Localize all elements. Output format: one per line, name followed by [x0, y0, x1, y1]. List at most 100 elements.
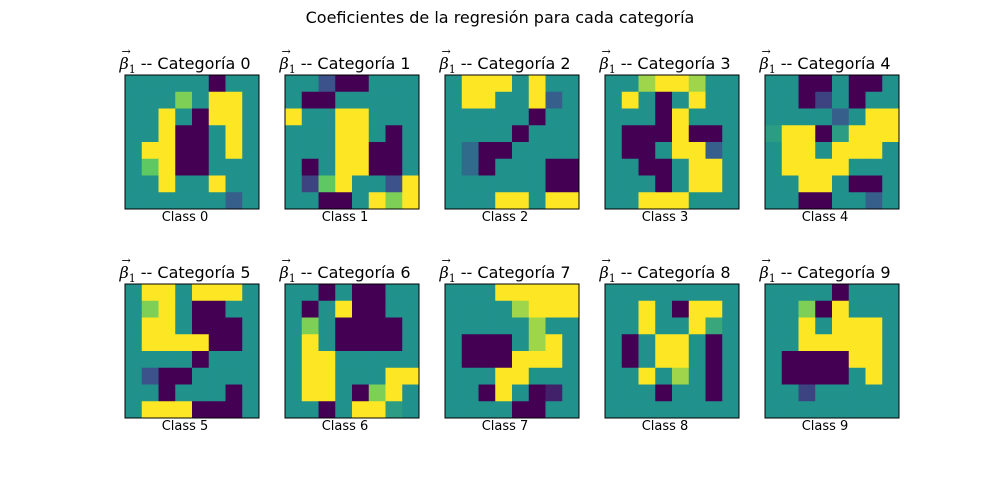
- heatmap-cell: [798, 367, 816, 385]
- heatmap-cell: [638, 351, 656, 369]
- heatmap-cell: [655, 142, 673, 160]
- heatmap-cell: [848, 125, 866, 143]
- heatmap-cell: [705, 401, 723, 419]
- heatmap-cell: [478, 75, 496, 93]
- heatmap-cell: [225, 300, 243, 318]
- heatmap-cell: [318, 384, 336, 402]
- heatmap-cell: [848, 367, 866, 385]
- heatmap-cell: [528, 91, 546, 109]
- heatmap-cell: [478, 300, 496, 318]
- heatmap-cell: [832, 317, 850, 335]
- heatmap-cell: [368, 158, 386, 176]
- heatmap-cell: [688, 334, 706, 352]
- heatmap-cell: [832, 367, 850, 385]
- heatmap-cell: [225, 351, 243, 369]
- vector-arrow-icon: →: [441, 45, 451, 58]
- heatmap-cell: [882, 351, 900, 369]
- heatmap-cell: [605, 300, 623, 318]
- heatmap-cell: [335, 401, 353, 419]
- heatmap-cell: [815, 401, 833, 419]
- heatmap: [124, 283, 260, 419]
- heatmap-cell: [688, 125, 706, 143]
- heatmap-cell: [445, 401, 463, 419]
- heatmap-cell: [705, 158, 723, 176]
- heatmap-cell: [562, 384, 580, 402]
- heatmap-cell: [545, 284, 563, 302]
- heatmap-cell: [765, 300, 783, 318]
- heatmap-cell: [242, 125, 260, 143]
- heatmap-cell: [175, 317, 193, 335]
- heatmap-cell: [445, 158, 463, 176]
- heatmap-cell: [225, 367, 243, 385]
- vector-arrow-icon: →: [281, 254, 291, 267]
- heatmap-cell: [688, 284, 706, 302]
- heatmap-cell: [832, 108, 850, 126]
- heatmap-cell: [285, 75, 303, 93]
- heatmap-cell: [832, 334, 850, 352]
- heatmap-cell: [175, 300, 193, 318]
- heatmap-cell: [175, 401, 193, 419]
- heatmap-cell: [512, 284, 530, 302]
- heatmap-cell: [765, 142, 783, 160]
- heatmap-cell: [445, 317, 463, 335]
- heatmap-cell: [545, 175, 563, 193]
- heatmap-cell: [688, 108, 706, 126]
- subplot-7: → β1 -- Categoría 7 Class 7: [425, 254, 585, 463]
- heatmap-cell: [848, 91, 866, 109]
- heatmap-cell: [402, 351, 420, 369]
- heatmap-cell: [192, 175, 210, 193]
- heatmap-cell: [335, 158, 353, 176]
- heatmap-cell: [318, 75, 336, 93]
- heatmap-cell: [655, 108, 673, 126]
- heatmap-cell: [798, 317, 816, 335]
- heatmap-cell: [621, 317, 639, 335]
- heatmap-cell: [815, 91, 833, 109]
- subplot-xlabel: Class 7: [481, 419, 529, 434]
- heatmap-cell: [141, 300, 159, 318]
- heatmap-cell: [461, 401, 479, 419]
- heatmap-cell: [545, 367, 563, 385]
- heatmap-cell: [882, 401, 900, 419]
- heatmap-cell: [798, 108, 816, 126]
- heatmap-cell: [478, 334, 496, 352]
- heatmap-cell: [562, 75, 580, 93]
- heatmap-cell: [882, 284, 900, 302]
- heatmap-cell: [192, 192, 210, 210]
- heatmap-cell: [655, 91, 673, 109]
- heatmap-cell: [672, 401, 690, 419]
- heatmap-cell: [765, 91, 783, 109]
- heatmap-cell: [175, 334, 193, 352]
- heatmap-cell: [672, 334, 690, 352]
- heatmap-cell: [158, 284, 176, 302]
- heatmap-cell: [562, 175, 580, 193]
- heatmap-cell: [318, 367, 336, 385]
- heatmap-cell: [192, 91, 210, 109]
- axes-frame: [124, 283, 260, 419]
- heatmap-cell: [385, 384, 403, 402]
- heatmap-cell: [242, 91, 260, 109]
- heatmap-cell: [495, 367, 513, 385]
- heatmap-cell: [512, 384, 530, 402]
- heatmap-cell: [621, 284, 639, 302]
- heatmap-cell: [158, 108, 176, 126]
- heatmap-cell: [655, 284, 673, 302]
- beta-symbol: → β1: [599, 45, 616, 77]
- heatmap-cell: [545, 334, 563, 352]
- heatmap-cell: [495, 334, 513, 352]
- heatmap-cell: [848, 384, 866, 402]
- heatmap-cell: [832, 300, 850, 318]
- heatmap-cell: [208, 334, 226, 352]
- heatmap-cell: [688, 351, 706, 369]
- heatmap-cell: [461, 284, 479, 302]
- beta-symbol: → β1: [759, 45, 776, 77]
- heatmap-cell: [562, 284, 580, 302]
- heatmap-cell: [688, 317, 706, 335]
- heatmap-cell: [672, 91, 690, 109]
- heatmap-cell: [672, 125, 690, 143]
- heatmap-cell: [158, 317, 176, 335]
- heatmap-cell: [495, 401, 513, 419]
- heatmap-cell: [141, 351, 159, 369]
- heatmap-cell: [352, 334, 370, 352]
- heatmap-cell: [705, 334, 723, 352]
- heatmap-cell: [495, 108, 513, 126]
